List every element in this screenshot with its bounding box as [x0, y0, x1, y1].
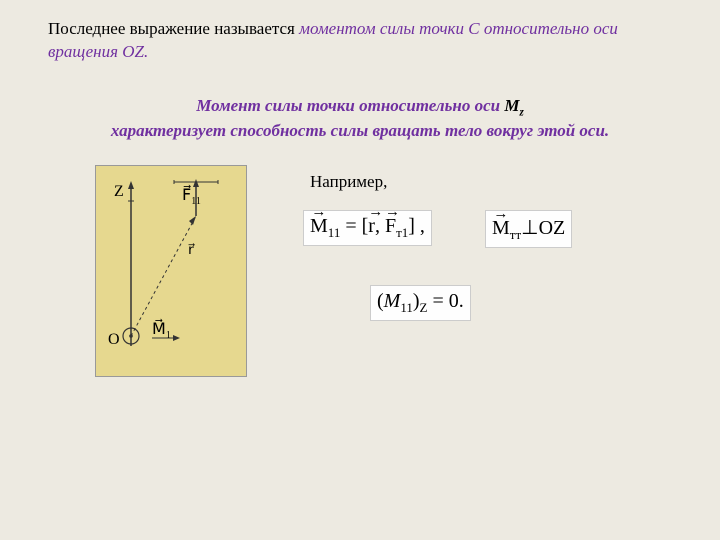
label-M: M⃗1 [152, 318, 171, 341]
formula-1b: Mтт⊥OZ [485, 210, 572, 248]
diagram-svg: Z r⃗ F⃗11 O M⃗1 [96, 166, 246, 376]
label-F: F⃗11 [182, 184, 201, 207]
def-black: Mz [500, 96, 524, 115]
formula-2: (M11)Z = 0. [370, 285, 471, 321]
definition-text: Момент силы точки относительно оси Mz ха… [55, 95, 665, 143]
physics-diagram: Z r⃗ F⃗11 O M⃗1 [95, 165, 247, 377]
label-Z: Z [114, 183, 124, 200]
intro-text: Последнее выражение называется моментом … [48, 18, 668, 64]
label-r: r⃗ [188, 243, 195, 258]
example-label: Например, [310, 172, 387, 192]
intro-black: Последнее выражение называется [48, 19, 299, 38]
label-O: O [108, 331, 120, 348]
formula-1: M11 = [r, Fт1] , [303, 210, 432, 246]
def-purple-2: характеризует способность силы вращать т… [111, 121, 609, 140]
def-purple-1: Момент силы точки относительно оси [196, 96, 500, 115]
